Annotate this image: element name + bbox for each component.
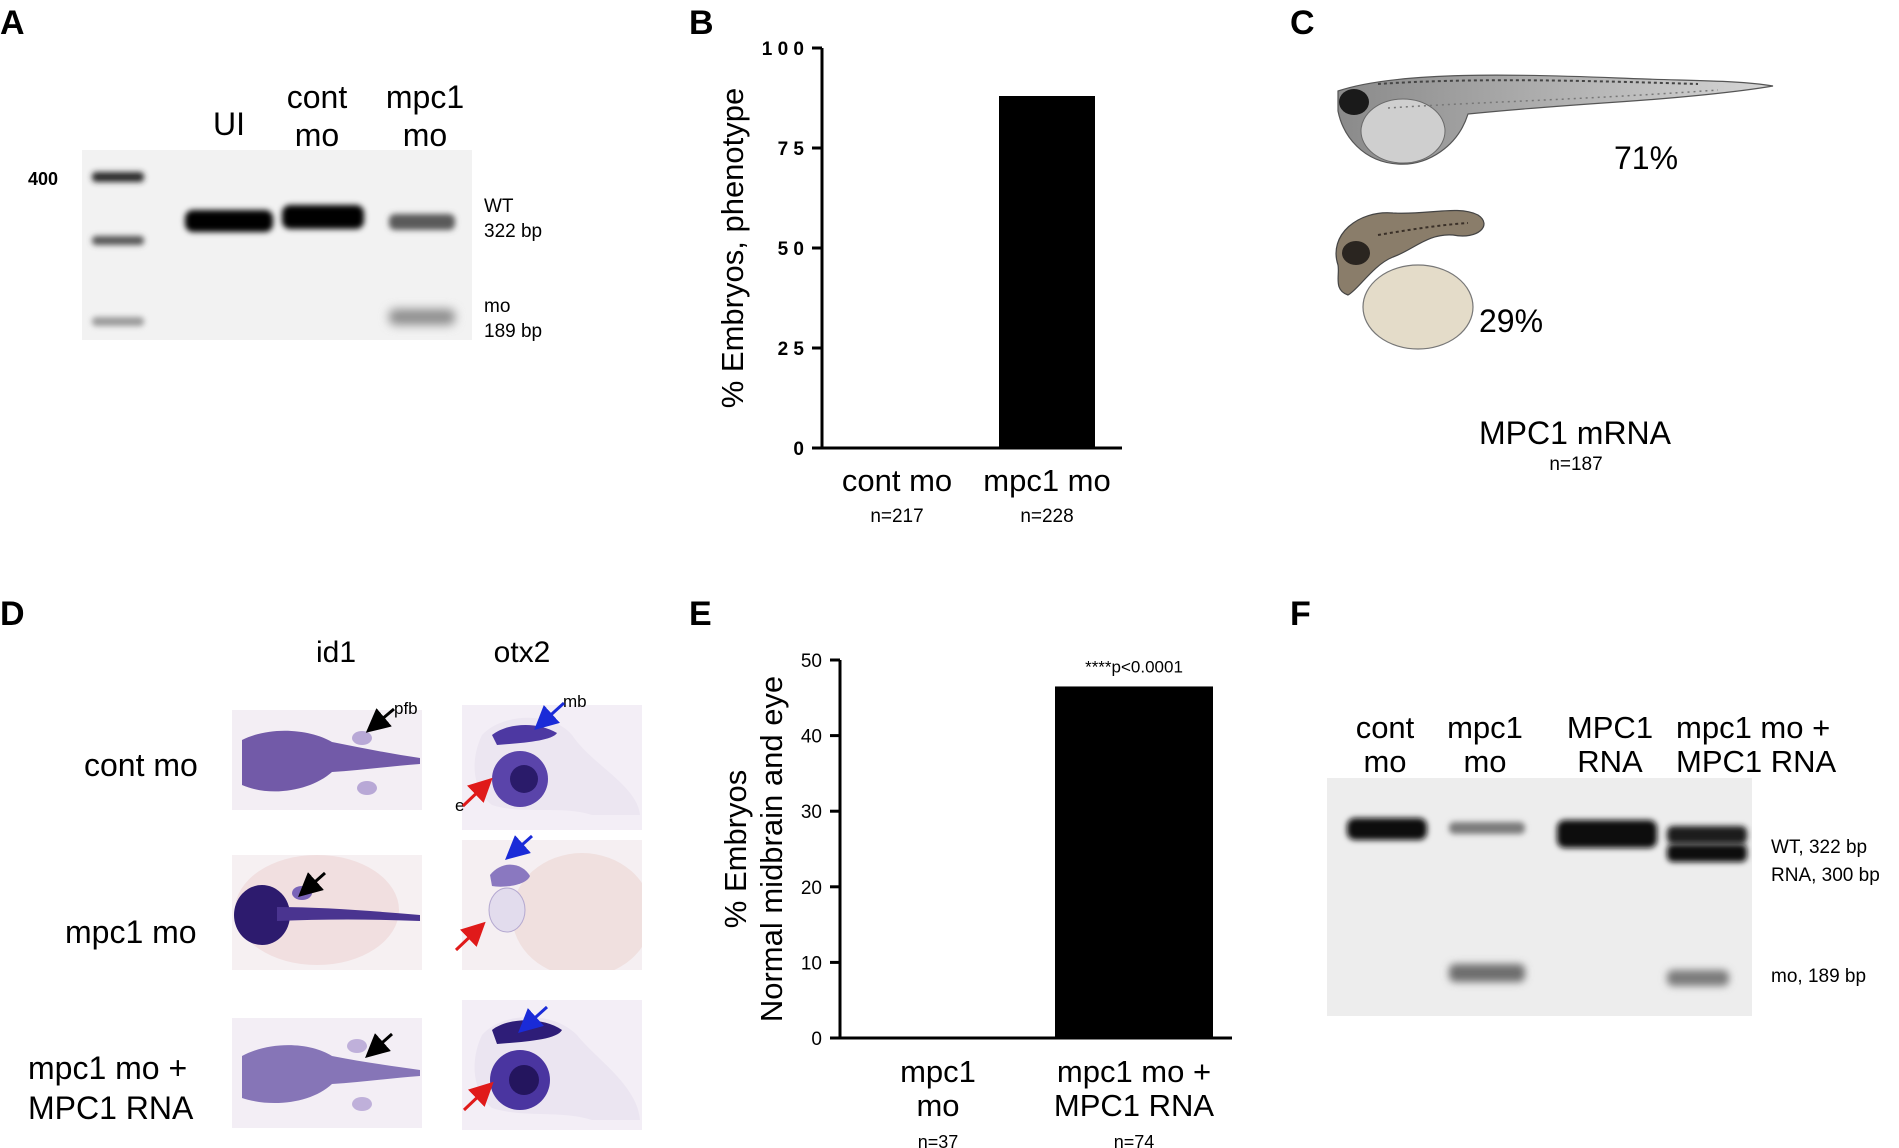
arrow-red-3	[462, 1081, 494, 1112]
bar	[1055, 686, 1213, 1038]
bar-chart-b: 0 2 5 5 0 7 5 1 0 0 cont mo n=217 mpc1 mo n=228%…	[715, 39, 1122, 527]
f-lane-label-1: cont mo	[1355, 710, 1415, 779]
lane-label-cont-mo: cont mo	[286, 79, 348, 153]
x-category-label: MPC1 RNA	[1054, 1088, 1215, 1123]
band-label-wt: WT 322 bp	[484, 196, 543, 242]
y-tick-label: 1 0 0	[762, 39, 804, 60]
y-axis-label: Normal midbrain and eye	[754, 676, 789, 1022]
f-lane-label-2: mpc1 mo	[1447, 710, 1523, 779]
pct-normal-label: 71%	[1614, 140, 1679, 176]
x-n-label: n=74	[1114, 1132, 1155, 1148]
gel-image-a	[82, 150, 472, 340]
y-axis-label: % Embryos, phenotype	[715, 88, 750, 409]
y-tick-label: 0	[793, 439, 804, 460]
y-tick-label: 10	[801, 953, 822, 974]
y-tick-label: 7 5	[778, 139, 805, 160]
arrow-blue-2	[505, 834, 533, 860]
row-label-cont-mo: cont mo	[84, 747, 198, 783]
panel-letter-f: F	[1290, 595, 1311, 633]
f-lane-label-3: MPC1 RNA	[1566, 710, 1654, 779]
arrow-red-2	[454, 921, 486, 952]
mrna-n-label: n=187	[1549, 454, 1603, 475]
panel-letter-a: A	[0, 4, 25, 42]
pct-defect-label: 29%	[1479, 303, 1544, 339]
id1-mpc1-mo-rna-image	[232, 1018, 422, 1128]
row-label-mpc1-mo-rna: mpc1 mo + MPC1 RNA	[28, 1050, 194, 1126]
x-category-label: mpc1	[900, 1054, 976, 1089]
lane-label-ui: UI	[213, 106, 245, 142]
f-band-label-rna: RNA, 300 bp	[1771, 865, 1880, 886]
otx2-mpc1-mo-image	[462, 840, 642, 970]
column-label-id1: id1	[315, 636, 357, 669]
embryo-defect-image	[1335, 209, 1485, 350]
panel-letter-d: D	[0, 595, 25, 633]
y-tick-label: 50	[801, 651, 822, 672]
y-tick-label: 30	[801, 802, 822, 823]
arrow-red-1	[461, 777, 493, 808]
f-band-label-mo: mo, 189 bp	[1771, 966, 1867, 987]
annotation-mb: mb	[563, 692, 587, 711]
ladder-size-label: 400	[28, 169, 59, 189]
arrow-black-3	[365, 1032, 393, 1058]
arrow-black-2	[298, 871, 326, 897]
lane-label-mpc1-mo: mpc1 mo	[385, 79, 465, 153]
arrow-blue-1	[534, 701, 566, 731]
bar	[999, 96, 1095, 448]
x-category-label: mpc1 mo	[983, 463, 1110, 498]
f-band-label-wt: WT, 322 bp	[1771, 837, 1868, 858]
f-lane-label-4: mpc1 mo + MPC1 RNA	[1676, 710, 1837, 779]
x-category-label: mpc1 mo +	[1057, 1054, 1211, 1089]
panel-letter-e: E	[689, 595, 712, 633]
y-tick-label: 5 0	[778, 239, 804, 260]
y-tick-label: 0	[811, 1029, 822, 1050]
panel-letter-c: C	[1290, 4, 1315, 42]
otx2-mpc1-mo-rna-image	[462, 1000, 642, 1130]
gel-image-f	[1327, 778, 1752, 1016]
embryo-normal-image	[1337, 74, 1774, 165]
annotation-pfb: pfb	[394, 699, 418, 718]
column-label-otx2: otx2	[493, 636, 551, 669]
band-label-mo: mo 189 bp	[484, 296, 543, 342]
arrow-layer	[298, 701, 566, 1112]
mrna-label: MPC1 mRNA	[1478, 415, 1672, 451]
id1-mpc1-mo-image	[232, 855, 422, 970]
y-tick-label: 20	[801, 878, 822, 899]
y-tick-label: 40	[801, 727, 822, 748]
x-category-label: mo	[916, 1088, 959, 1123]
panel-letter-b: B	[689, 4, 714, 42]
x-n-label: n=37	[918, 1132, 959, 1148]
x-category-label: cont mo	[842, 463, 952, 498]
y-tick-label: 2 5	[778, 339, 805, 360]
arrow-black-1	[365, 707, 395, 733]
annotation-e: e	[455, 796, 465, 815]
x-n-label: n=217	[870, 506, 923, 527]
significance-label: ****p<0.0001	[1085, 657, 1183, 676]
arrow-blue-3	[518, 1005, 549, 1034]
x-n-label: n=228	[1020, 506, 1073, 527]
row-label-mpc1-mo: mpc1 mo	[65, 914, 197, 950]
y-axis-label: % Embryos	[718, 770, 753, 928]
